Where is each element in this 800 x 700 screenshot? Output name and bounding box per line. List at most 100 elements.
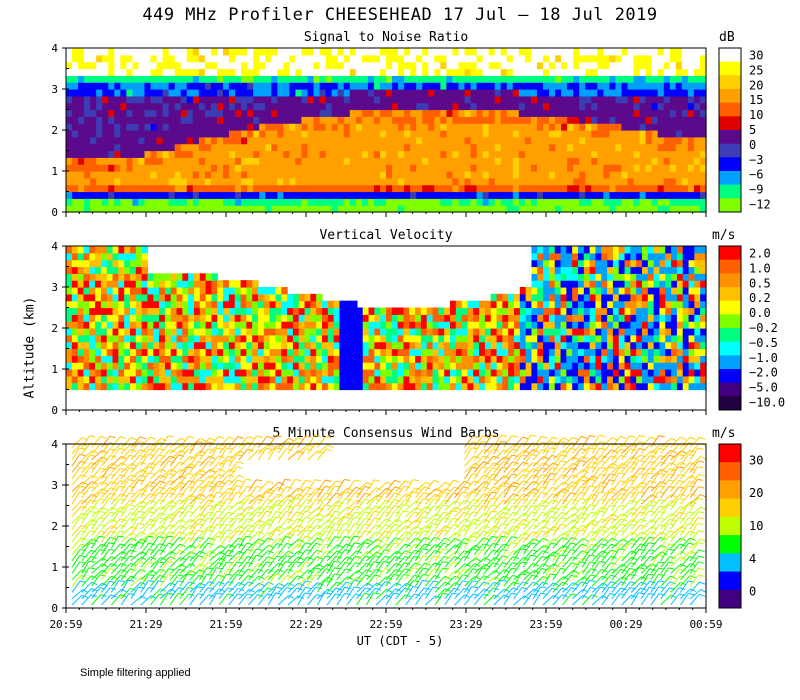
velocity-cell	[252, 300, 259, 309]
wind-barb	[110, 456, 122, 467]
snr-cell	[416, 157, 423, 165]
snr-cell	[84, 48, 91, 56]
velocity-cell	[700, 280, 707, 288]
velocity-cell	[566, 266, 573, 274]
snr-cell	[434, 205, 441, 213]
velocity-cell	[612, 300, 620, 309]
velocity-cell	[461, 382, 469, 391]
velocity-cell	[83, 328, 90, 336]
velocity-cell	[531, 280, 538, 288]
velocity-cell	[391, 314, 399, 322]
velocity-cell	[269, 334, 277, 343]
velocity-cell	[391, 321, 399, 329]
snr-cell	[452, 82, 460, 90]
velocity-cell	[578, 259, 585, 268]
snr-cell	[627, 75, 635, 83]
snr-cell	[657, 116, 665, 124]
snr-cell	[416, 184, 423, 193]
snr-cell	[174, 191, 182, 199]
snr-cell	[271, 48, 278, 56]
velocity-cell	[560, 252, 567, 261]
wind-barb	[159, 473, 169, 486]
snr-cell	[283, 109, 290, 117]
wind-barb	[150, 492, 159, 505]
velocity-cell	[182, 293, 189, 302]
velocity-cell	[234, 287, 242, 295]
snr-cell	[319, 116, 327, 124]
wind-barb-flag	[118, 535, 125, 538]
snr-cell	[422, 116, 429, 124]
velocity-cell	[298, 300, 306, 309]
snr-cell	[90, 109, 97, 117]
velocity-cell	[502, 328, 509, 336]
velocity-cell	[124, 362, 131, 370]
wind-barb-flag	[148, 574, 155, 577]
velocity-cell	[351, 321, 358, 329]
snr-cell	[470, 164, 478, 172]
snr-cell	[627, 123, 635, 131]
snr-cell	[162, 184, 170, 193]
velocity-cell	[89, 328, 96, 336]
velocity-cell	[188, 307, 195, 315]
velocity-cell	[647, 266, 655, 274]
snr-cell	[337, 177, 345, 186]
wind-barb	[169, 531, 181, 543]
velocity-cell	[240, 307, 247, 315]
snr-cell	[180, 136, 188, 145]
snr-cell	[416, 61, 423, 70]
snr-cell	[651, 150, 659, 158]
velocity-cell	[199, 314, 207, 322]
snr-cell	[476, 109, 484, 117]
snr-cell	[458, 150, 466, 158]
velocity-cell	[240, 334, 247, 343]
snr-cell	[681, 205, 689, 213]
snr-cell	[675, 184, 683, 193]
wind-barb	[110, 543, 121, 555]
velocity-cell	[490, 341, 498, 350]
snr-cell	[555, 89, 562, 97]
snr-cell	[609, 89, 617, 97]
snr-cell	[645, 123, 653, 131]
snr-cell	[289, 171, 297, 179]
velocity-cell	[362, 334, 370, 343]
wind-barb	[169, 593, 179, 606]
snr-cell	[542, 191, 550, 199]
velocity-cell	[89, 259, 96, 268]
velocity-cell	[484, 341, 492, 350]
velocity-cell	[537, 259, 544, 268]
velocity-cell	[671, 362, 678, 370]
velocity-cell	[700, 348, 707, 356]
snr-cell	[651, 130, 659, 138]
snr-cell	[379, 130, 387, 138]
velocity-cell	[130, 273, 137, 281]
snr-cell	[265, 171, 272, 179]
snr-cell	[150, 150, 158, 158]
velocity-cell	[519, 341, 527, 350]
snr-cell	[259, 48, 266, 56]
snr-cell	[156, 130, 164, 138]
velocity-cell	[298, 375, 306, 384]
snr-cell	[355, 205, 363, 213]
velocity-cell	[694, 252, 701, 261]
snr-cell	[307, 198, 315, 206]
snr-cell	[204, 171, 212, 179]
snr-cell	[289, 61, 297, 70]
velocity-cell	[519, 375, 527, 384]
snr-cell	[482, 198, 490, 206]
snr-cell	[307, 61, 315, 70]
snr-cell	[84, 116, 91, 124]
snr-cell	[536, 95, 544, 104]
snr-cell	[271, 198, 278, 206]
snr-cell	[253, 48, 260, 56]
velocity-cell	[228, 382, 236, 391]
colorbar-unit-snr: dB	[719, 30, 735, 45]
velocity-cell	[682, 341, 690, 350]
velocity-cell	[583, 334, 591, 343]
snr-cell	[434, 61, 441, 70]
snr-cell	[132, 48, 140, 56]
snr-cell	[216, 205, 224, 213]
snr-cell	[687, 95, 695, 104]
velocity-cell	[653, 321, 661, 329]
snr-cell	[446, 82, 454, 90]
wind-barb-flag	[167, 535, 174, 538]
